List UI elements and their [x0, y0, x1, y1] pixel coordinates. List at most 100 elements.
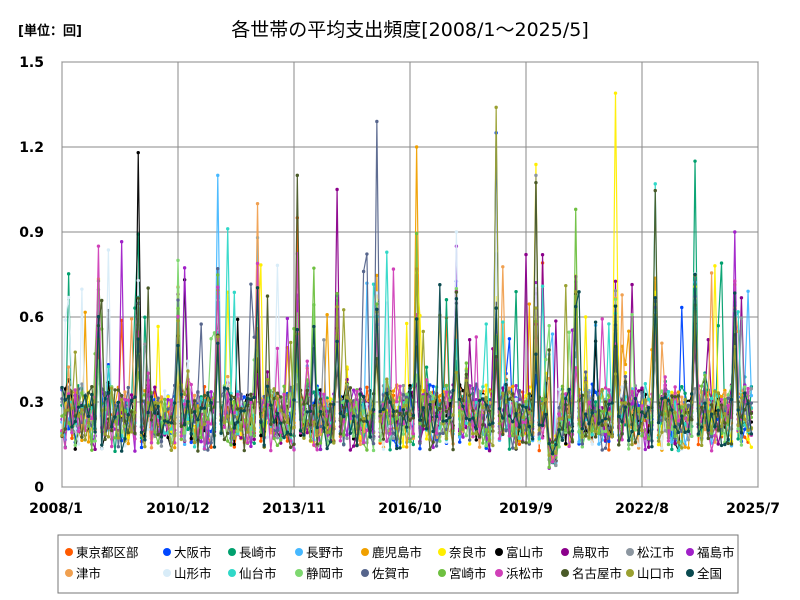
- data-point: [166, 435, 170, 440]
- data-point: [464, 378, 469, 383]
- data-point: [351, 434, 356, 438]
- data-point: [275, 397, 280, 401]
- data-point: [106, 365, 111, 369]
- data-point: [398, 384, 402, 388]
- data-point: [216, 285, 220, 289]
- data-point: [428, 383, 432, 387]
- data-point: [63, 398, 68, 402]
- data-point: [699, 443, 704, 448]
- data-point: [660, 446, 664, 451]
- data-point: [597, 442, 601, 446]
- data-point: [159, 444, 164, 448]
- data-point: [378, 409, 382, 414]
- legend-item: 大阪市: [163, 545, 212, 560]
- data-point: [497, 437, 502, 441]
- data-point: [338, 432, 343, 436]
- data-point: [603, 400, 608, 404]
- data-point: [226, 431, 230, 436]
- legend-swatch: [228, 569, 236, 577]
- data-point: [414, 267, 419, 271]
- data-point: [620, 438, 624, 442]
- data-point: [547, 348, 551, 352]
- data-point: [620, 401, 624, 405]
- legend-swatch: [295, 548, 303, 556]
- data-point: [600, 423, 604, 427]
- legend-item: 佐賀市: [361, 566, 410, 581]
- data-point: [196, 449, 200, 453]
- data-point: [226, 387, 230, 391]
- data-point: [428, 394, 432, 399]
- data-point: [723, 388, 727, 393]
- data-point: [153, 400, 157, 405]
- data-point: [464, 433, 469, 438]
- data-point: [275, 436, 280, 440]
- data-point: [212, 445, 217, 449]
- data-point: [275, 443, 280, 448]
- data-point: [683, 445, 687, 449]
- data-point: [487, 422, 492, 427]
- data-point: [723, 397, 727, 402]
- data-point: [564, 396, 568, 401]
- data-point: [149, 395, 154, 399]
- data-point: [302, 436, 306, 440]
- data-point: [229, 391, 233, 396]
- data-point: [395, 402, 399, 407]
- data-point: [693, 387, 697, 391]
- data-point: [680, 446, 684, 450]
- data-point: [706, 337, 710, 342]
- data-point: [723, 421, 727, 425]
- data-point: [583, 370, 588, 374]
- data-point: [133, 410, 137, 415]
- data-point: [103, 432, 107, 436]
- data-point: [431, 440, 435, 444]
- data-point: [398, 422, 402, 426]
- data-point: [444, 440, 449, 444]
- data-point: [358, 392, 362, 396]
- data-point: [507, 397, 512, 401]
- data-point: [484, 427, 488, 432]
- data-point: [534, 180, 538, 185]
- data-point: [404, 392, 409, 397]
- data-point: [388, 448, 392, 452]
- data-point: [391, 389, 396, 393]
- data-point: [577, 418, 581, 422]
- series-20: [60, 272, 754, 456]
- legend-label: 鹿児島市: [372, 545, 422, 560]
- data-point: [351, 388, 356, 392]
- data-point: [302, 433, 306, 437]
- data-point: [279, 430, 283, 434]
- data-point: [275, 263, 280, 268]
- data-point: [709, 396, 714, 401]
- legend-item: 名古屋市: [561, 566, 622, 581]
- data-point: [146, 286, 150, 290]
- legend-label: 奈良市: [449, 545, 487, 560]
- data-point: [322, 426, 326, 430]
- data-point: [487, 409, 492, 413]
- data-point: [66, 392, 71, 396]
- data-point: [527, 392, 532, 396]
- data-point: [520, 415, 525, 420]
- legend-label: 大阪市: [174, 545, 212, 560]
- data-point: [620, 385, 624, 389]
- data-point: [530, 437, 535, 441]
- data-point: [660, 389, 664, 393]
- data-point: [603, 432, 608, 437]
- data-point: [189, 382, 193, 387]
- data-point: [73, 388, 77, 392]
- data-point: [282, 420, 286, 424]
- data-point: [90, 392, 94, 397]
- data-point: [182, 431, 187, 435]
- data-point: [351, 444, 356, 448]
- data-point: [507, 390, 512, 394]
- data-point: [318, 441, 323, 445]
- data-point: [86, 421, 91, 425]
- series-lines: [60, 91, 754, 470]
- data-point: [511, 419, 515, 424]
- data-point: [713, 389, 717, 394]
- legend-item: 浜松市: [495, 566, 544, 581]
- data-point: [226, 378, 230, 382]
- data-point: [690, 434, 694, 438]
- data-point: [474, 335, 478, 339]
- data-point: [540, 423, 545, 428]
- legend-item: 富山市: [495, 545, 544, 560]
